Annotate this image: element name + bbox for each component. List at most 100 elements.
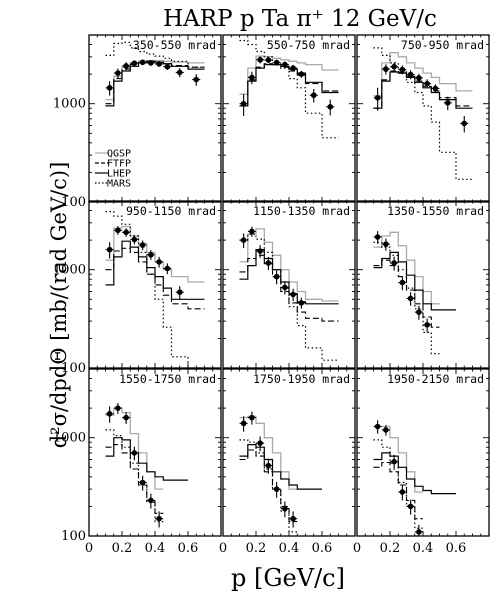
data-point [106,85,113,91]
x-tick-label: 0 [353,541,361,556]
data-point [156,61,162,67]
model-curves [373,47,473,180]
data-point [115,70,121,76]
data-point [399,66,406,73]
data-point [416,75,422,81]
y-tick-label: 1000 [53,97,86,112]
data-point [273,59,280,66]
data-point [257,56,263,63]
data-point [273,273,280,280]
y-axis-label: d²σ/dpdΘ [mb/(rad GeV/c)] [47,162,71,449]
data-point [290,515,296,522]
x-tick-label: 0 [219,541,227,556]
qgsp-histogram [105,225,205,283]
data-point [257,248,263,254]
data-point [193,76,200,83]
legend-label-mars: MARS [107,179,131,190]
data-point [240,420,247,427]
data-point [399,489,406,495]
data-point [123,229,129,236]
data-point [249,74,255,81]
x-tick-labels: 0 0.2 0.4 0.6 0 0.2 0.4 0.6 0 0.2 0.4 0.6 [85,541,466,556]
panel-7: 100 1000 1550-1750 mrad [53,368,222,544]
panel-8: 1750-1950 mrad [222,368,356,537]
data-point [249,414,255,421]
data-points [239,226,306,309]
x-tick-label: 0.2 [112,541,133,556]
lhep-histogram [239,63,339,107]
data-point [115,227,121,234]
data-point [282,284,288,291]
data-point [115,405,121,411]
lhep-histogram [373,251,456,311]
panel-4: 100 1000 950-1150 mrad [53,200,222,376]
data-point [407,295,414,302]
qgsp-histogram [373,52,473,97]
panel-9: 1950-2150 mrad [356,368,490,537]
data-point [139,59,146,66]
data-point [407,71,414,78]
x-tick-label: 0.4 [279,541,300,556]
data-point [240,237,247,243]
data-point [282,505,288,512]
qgsp-histogram [373,231,440,305]
panel-range-label: 950-1150 mrad [126,204,216,218]
mars-histogram [239,233,339,361]
data-points [105,226,184,300]
data-points [239,56,335,116]
data-point [240,100,247,107]
data-point [106,411,113,417]
legend-label-qgsp: QGSP [107,149,131,160]
data-point [298,71,305,77]
qgsp-histogram [105,59,205,101]
data-point [383,241,389,247]
data-point [461,120,468,127]
mars-histogram [373,47,473,180]
data-points [373,420,423,537]
panel-range-label: 750-950 mrad [401,38,484,52]
x-tick-label: 0.4 [145,541,166,556]
lhep-histogram [373,71,473,109]
qgsp-histogram [239,415,298,490]
qgsp-histogram [239,55,339,95]
data-points [373,62,469,133]
data-points [105,59,201,96]
data-point [139,479,146,486]
data-point [399,279,406,286]
lhep-histogram [373,452,456,495]
data-point [374,94,381,101]
data-point [265,57,272,63]
panel-range-label: 1550-1750 mrad [119,372,216,386]
data-points [239,411,298,528]
data-point [391,63,397,70]
data-point [432,85,439,92]
x-tick-label: 0 [85,541,93,556]
panel-3: 750-950 mrad [356,34,490,203]
x-tick-label: 0.2 [246,541,267,556]
model-curves [239,39,339,139]
panel-frame [356,34,490,203]
data-point [327,104,334,110]
y-tick-label: 1000 [53,263,86,278]
data-point [131,236,138,243]
data-point [424,322,430,328]
data-point [249,228,255,235]
data-point [424,80,430,87]
model-curves [373,425,456,529]
data-point [391,458,397,465]
panel-range-label: 1950-2150 mrad [387,372,484,386]
data-point [383,427,389,433]
panel-5: 1150-1350 mrad [222,200,356,369]
data-point [156,259,162,265]
ftfp-histogram [105,444,164,514]
data-points [105,403,164,528]
data-point [123,63,129,69]
data-point [444,100,451,106]
data-point [383,66,389,72]
ftfp-histogram [239,449,298,523]
data-point [416,309,422,315]
data-point [148,251,154,258]
